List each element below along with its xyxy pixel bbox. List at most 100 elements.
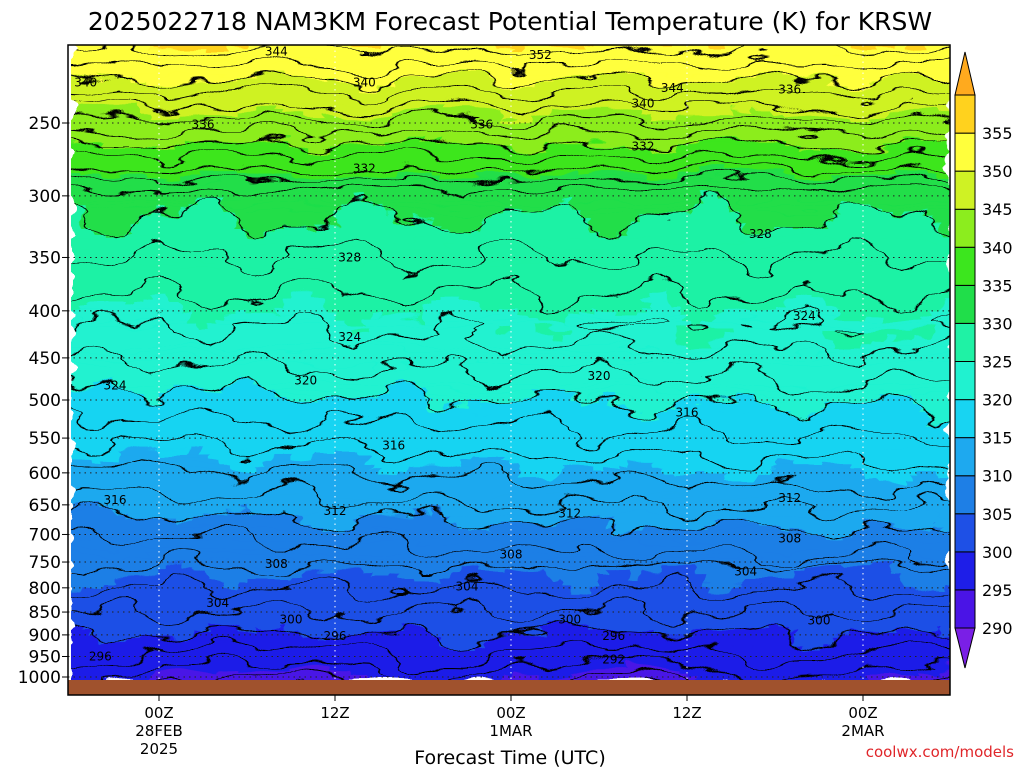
- contour-line: [70, 342, 950, 394]
- heatmap-cell: [295, 632, 346, 639]
- contour-label: 308: [500, 548, 523, 562]
- heatmap-cell: [71, 50, 950, 56]
- heatmap-cell: [452, 405, 629, 412]
- heatmap-cell: [71, 168, 82, 175]
- heatmap-cell: [647, 529, 776, 536]
- heatmap-cell: [755, 476, 864, 483]
- heatmap-cell: [276, 103, 757, 110]
- heatmap-cell: [71, 540, 950, 547]
- heatmap-cell: [71, 578, 101, 585]
- heatmap-cell: [71, 303, 92, 310]
- colorbar-swatch: [954, 513, 976, 553]
- heatmap-cell: [295, 174, 336, 181]
- heatmap-cell: [755, 395, 884, 402]
- heatmap-cell: [207, 325, 698, 332]
- heatmap-cell: [71, 260, 950, 267]
- heatmap-cell: [784, 529, 805, 536]
- heatmap-cell: [159, 449, 189, 456]
- heatmap-cell: [149, 292, 170, 299]
- heatmap-cell: [716, 583, 737, 590]
- heatmap-cell: [168, 298, 287, 305]
- heatmap-cell: [647, 76, 737, 83]
- heatmap-cell: [237, 664, 287, 671]
- colorbar-swatch: [954, 284, 976, 324]
- contour-lines: [70, 45, 950, 682]
- heatmap-cell: [853, 529, 950, 536]
- heatmap-cell: [931, 330, 950, 337]
- heatmap-cell: [511, 400, 581, 407]
- heatmap-cell: [413, 578, 444, 585]
- heatmap-cell: [501, 675, 698, 682]
- heatmap-cell: [794, 222, 825, 229]
- heatmap-cell: [511, 567, 551, 574]
- contour-line: [70, 236, 950, 278]
- heatmap-cell: [823, 330, 933, 337]
- heatmap-cell: [237, 217, 336, 224]
- heatmap-cell: [608, 573, 629, 580]
- heatmap-cell: [374, 465, 414, 472]
- heatmap-cell: [902, 211, 923, 218]
- heatmap-cell: [71, 605, 950, 612]
- contour-line: [70, 172, 950, 186]
- heatmap-cell: [941, 109, 950, 116]
- heatmap-cell: [902, 627, 942, 634]
- heatmap-cell: [207, 513, 307, 520]
- heatmap-cell: [442, 222, 483, 229]
- heatmap-cell: [775, 627, 903, 634]
- heatmap-cell: [100, 233, 121, 240]
- heatmap-cell: [315, 292, 649, 299]
- heatmap-cell: [71, 201, 199, 207]
- heatmap-cell: [325, 114, 502, 121]
- heatmap-cell: [71, 378, 92, 385]
- heatmap-cell: [71, 519, 180, 526]
- heatmap-cell: [71, 416, 786, 423]
- heatmap-cell: [471, 529, 493, 536]
- heatmap-cell: [119, 233, 248, 240]
- heatmap-cell: [941, 141, 950, 148]
- heatmap-cell: [71, 211, 82, 218]
- heatmap-cell: [71, 66, 950, 73]
- heatmap-cell: [618, 529, 649, 536]
- contour-label: 340: [632, 96, 655, 110]
- x-tick-label: 1MAR: [489, 722, 532, 740]
- heatmap-cell: [403, 378, 950, 385]
- colorbar-swatch: [954, 132, 976, 172]
- heatmap-cell: [784, 303, 825, 310]
- heatmap-cell: [139, 217, 238, 224]
- colorbar-swatch: [954, 437, 976, 477]
- heatmap-cell: [872, 82, 950, 89]
- y-tick-label: 400: [29, 302, 61, 322]
- heatmap-cell: [941, 627, 950, 634]
- heatmap-cell: [501, 206, 522, 213]
- heatmap-cell: [911, 395, 950, 402]
- heatmap-cell: [100, 637, 141, 644]
- heatmap-cell: [442, 508, 950, 515]
- heatmap-cell: [256, 465, 375, 472]
- heatmap-cell: [100, 503, 950, 509]
- heatmap-cell: [276, 395, 326, 402]
- heatmap-cell: [892, 76, 950, 83]
- heatmap-cell: [71, 190, 950, 197]
- heatmap-cell: [207, 627, 238, 634]
- heatmap-cell: [217, 319, 346, 326]
- heatmap-cell: [599, 71, 629, 78]
- contour-label: 308: [778, 531, 801, 545]
- heatmap-cell: [863, 314, 884, 321]
- colorbar-swatch: [954, 551, 976, 591]
- heatmap-cell: [71, 524, 326, 531]
- heatmap-cell: [735, 211, 835, 218]
- heatmap-cell: [931, 416, 950, 423]
- heatmap-cell: [325, 303, 434, 310]
- contour-line: [70, 161, 950, 175]
- contour-label: 336: [470, 118, 493, 132]
- heatmap-cell: [188, 632, 297, 639]
- heatmap-cell: [530, 82, 854, 89]
- heatmap-cell: [931, 519, 942, 526]
- y-tick-label: 1000: [18, 668, 61, 688]
- heatmap-cell: [354, 519, 463, 526]
- heatmap-cell: [159, 147, 180, 154]
- heatmap-cell: [628, 573, 639, 580]
- heatmap-cell: [344, 319, 365, 326]
- heatmap-cell: [227, 314, 336, 321]
